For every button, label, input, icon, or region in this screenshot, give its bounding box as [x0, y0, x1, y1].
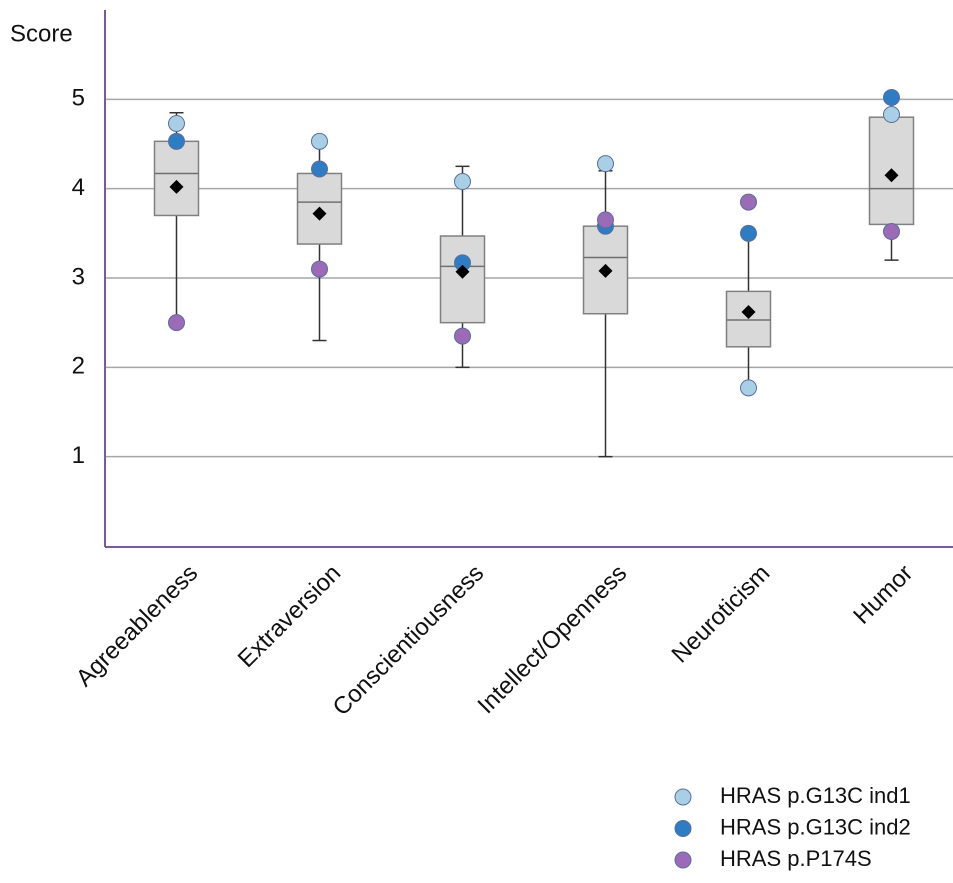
- x-tick-label: Extraversion: [233, 560, 346, 673]
- point: [740, 193, 757, 211]
- point: [168, 132, 185, 150]
- legend-marker: [674, 820, 692, 837]
- point: [883, 106, 900, 124]
- legend-label: HRAS p.G13C ind2: [720, 814, 911, 839]
- box: [439, 235, 486, 324]
- point: [311, 260, 328, 278]
- legend-label: HRAS p.G13C ind1: [720, 783, 911, 808]
- point: [597, 211, 614, 229]
- mean-marker: [598, 263, 613, 278]
- x-tick-label: Humor: [848, 560, 918, 630]
- x-tick-label: Neuroticism: [667, 560, 776, 669]
- mean-marker: [312, 206, 327, 221]
- point: [597, 155, 614, 173]
- point: [883, 89, 900, 107]
- y-axis-label: Score: [10, 20, 73, 47]
- y-tick-label: 3: [72, 263, 85, 290]
- point: [168, 114, 185, 132]
- mean-marker: [169, 179, 184, 194]
- x-tick-label: Intellect/Openness: [473, 560, 633, 720]
- x-tick-label: Conscientiousness: [328, 560, 490, 722]
- point: [311, 132, 328, 150]
- mean-marker: [455, 264, 470, 279]
- point: [883, 223, 900, 241]
- point: [311, 160, 328, 178]
- point: [740, 379, 757, 397]
- legend-label: HRAS p.P174S: [720, 846, 872, 871]
- box: [725, 290, 772, 348]
- point: [454, 173, 471, 191]
- y-tick-label: 4: [72, 174, 85, 201]
- y-tick-label: 2: [72, 353, 85, 380]
- mean-marker: [884, 168, 899, 183]
- point: [168, 314, 185, 332]
- box: [153, 140, 200, 217]
- point: [740, 224, 757, 242]
- point: [454, 327, 471, 345]
- y-tick-label: 1: [72, 442, 85, 469]
- mean-marker: [741, 304, 756, 319]
- legend-marker: [674, 851, 692, 869]
- x-tick-label: Agreeableness: [71, 560, 203, 692]
- legend-marker: [674, 788, 692, 806]
- y-tick-label: 5: [72, 85, 85, 112]
